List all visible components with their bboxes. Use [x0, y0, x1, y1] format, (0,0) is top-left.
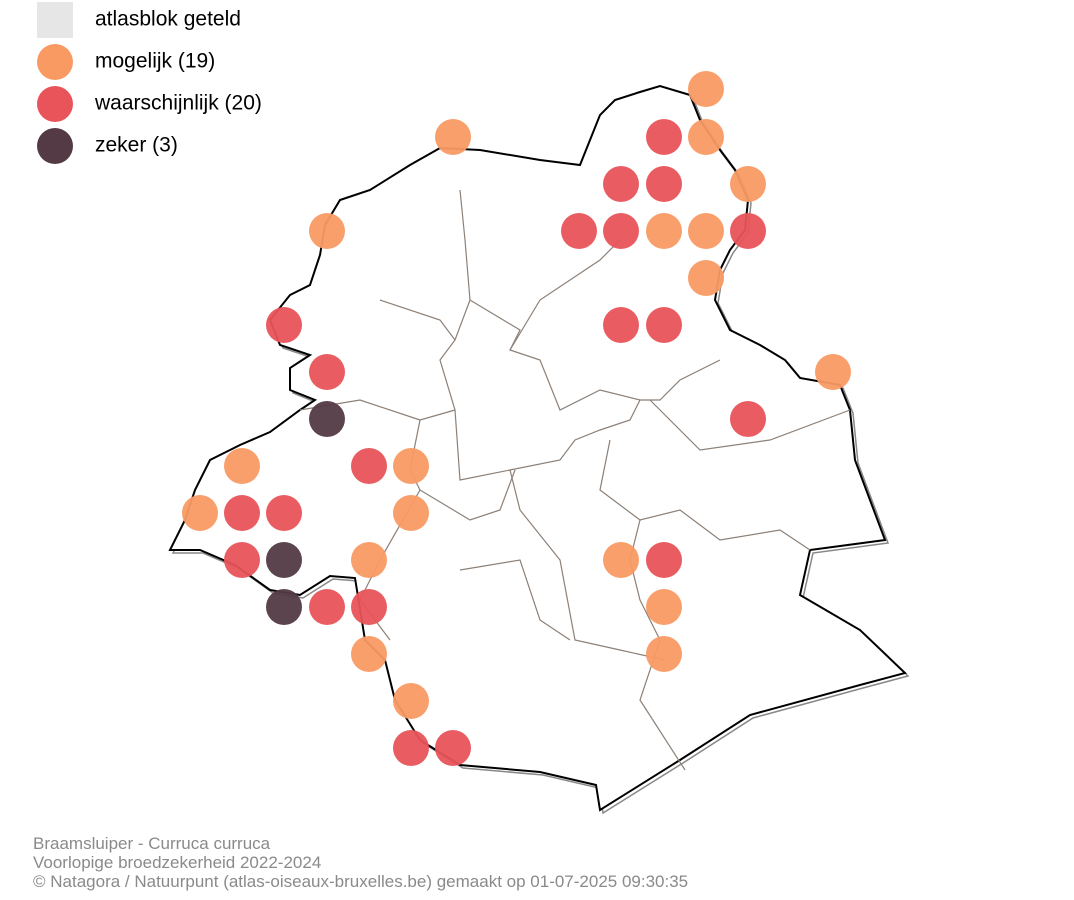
- footer-line: © Natagora / Natuurpunt (atlas-oiseaux-b…: [33, 872, 688, 891]
- legend: atlasblok geteld mogelijk (19) waarschijnl…: [37, 2, 262, 164]
- atlas-dot: [393, 730, 429, 766]
- atlas-dot: [393, 448, 429, 484]
- atlas-dot: [393, 495, 429, 531]
- atlas-dot: [688, 71, 724, 107]
- region-outline: [168, 84, 907, 812]
- atlas-dot: [646, 307, 682, 343]
- atlas-dot: [646, 166, 682, 202]
- atlas-dot: [266, 495, 302, 531]
- atlas-dot: [603, 213, 639, 249]
- atlas-dot: [435, 730, 471, 766]
- atlas-dot: [688, 213, 724, 249]
- atlas-dot: [561, 213, 597, 249]
- legend-swatch: [37, 128, 73, 164]
- atlas-dot: [351, 542, 387, 578]
- atlas-dot: [351, 636, 387, 672]
- atlas-dot: [266, 307, 302, 343]
- atlas-dot: [351, 589, 387, 625]
- legend-swatch: [37, 44, 73, 80]
- atlas-dot: [182, 495, 218, 531]
- atlas-dot: [351, 448, 387, 484]
- atlas-dot: [435, 119, 471, 155]
- atlas-dot: [309, 401, 345, 437]
- legend-swatch: [37, 2, 73, 38]
- atlas-dot: [603, 542, 639, 578]
- legend-swatch: [37, 86, 73, 122]
- atlas-dot: [309, 213, 345, 249]
- atlas-dot: [730, 401, 766, 437]
- atlas-dot: [603, 166, 639, 202]
- legend-label: mogelijk (19): [95, 50, 215, 73]
- atlas-dot: [603, 307, 639, 343]
- atlas-dot: [266, 542, 302, 578]
- atlas-dot: [646, 542, 682, 578]
- atlas-dot: [224, 495, 260, 531]
- footer: Braamsluiper - Curruca currucaVoorlopige…: [33, 834, 688, 891]
- atlas-dot: [815, 354, 851, 390]
- atlas-dot: [688, 119, 724, 155]
- footer-line: Braamsluiper - Curruca curruca: [33, 834, 271, 853]
- atlas-dot: [646, 636, 682, 672]
- atlas-dot: [224, 448, 260, 484]
- atlas-dot: [266, 589, 302, 625]
- atlas-dot: [688, 260, 724, 296]
- atlas-dot: [309, 589, 345, 625]
- legend-label: zeker (3): [95, 134, 178, 157]
- atlas-dot: [646, 119, 682, 155]
- legend-label: atlasblok geteld: [95, 8, 241, 31]
- atlas-dot: [646, 589, 682, 625]
- atlas-dot: [224, 542, 260, 578]
- atlas-dot: [393, 683, 429, 719]
- atlas-dot: [730, 213, 766, 249]
- atlas-dot: [730, 166, 766, 202]
- legend-label: waarschijnlijk (20): [94, 92, 262, 115]
- footer-line: Voorlopige broedzekerheid 2022-2024: [33, 853, 321, 872]
- atlas-dot: [646, 213, 682, 249]
- observation-dots: [182, 71, 851, 766]
- atlas-dot: [309, 354, 345, 390]
